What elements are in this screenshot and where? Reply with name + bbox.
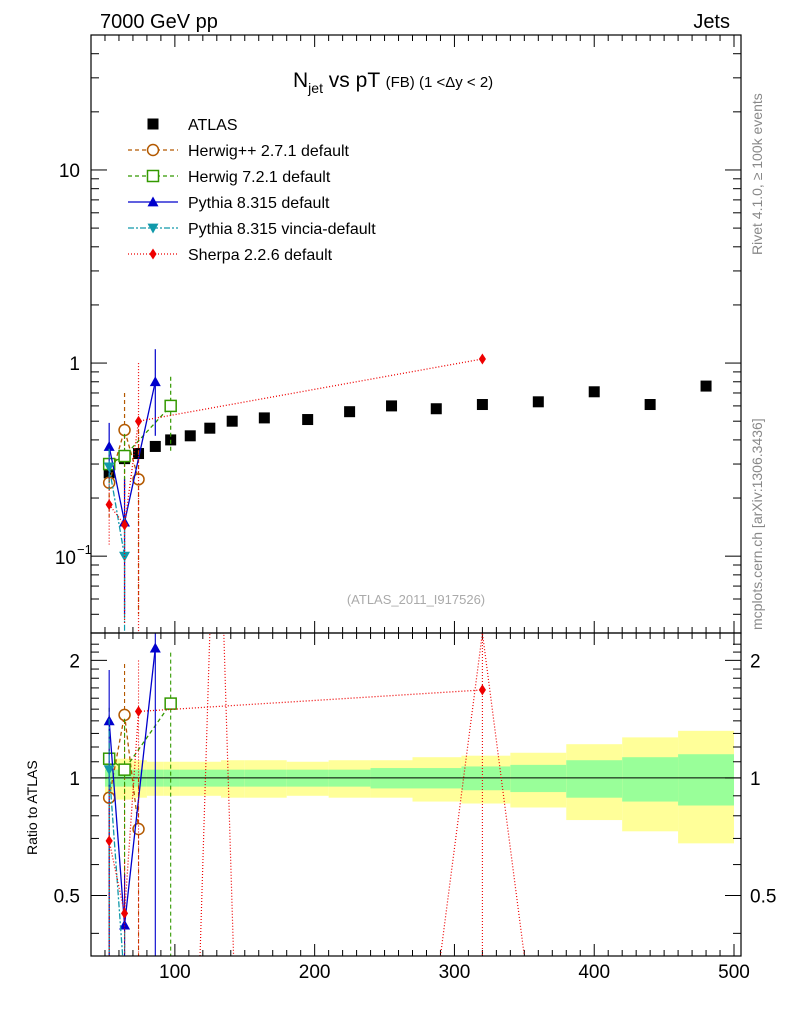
ratio-ylabel: Ratio to ATLAS — [24, 760, 40, 855]
main-y-tick-exponent: −1 — [77, 542, 92, 557]
data-point-marker — [105, 835, 113, 847]
legend-label: Pythia 8.315 vincia-default — [188, 221, 376, 238]
x-tick-label: 200 — [299, 962, 331, 983]
data-point-marker — [103, 440, 115, 451]
ratio-series-layer — [102, 633, 525, 988]
data-point-marker — [164, 697, 177, 710]
data-point-marker — [149, 248, 157, 260]
ratio-series-line — [108, 769, 124, 956]
data-point-marker — [103, 765, 115, 776]
x-tick-label: 500 — [718, 962, 750, 983]
data-point-marker — [532, 396, 544, 408]
data-point-marker — [147, 223, 159, 234]
data-point-marker — [146, 143, 160, 157]
data-point-marker — [700, 380, 712, 392]
band-inner-segment — [622, 757, 679, 802]
data-point-marker — [386, 400, 398, 412]
x-tick-label: 300 — [439, 962, 471, 983]
data-point-marker — [478, 684, 486, 696]
ratio-y-tick-label-right: 2 — [750, 651, 761, 672]
series-line — [108, 381, 156, 523]
rivet-label: Rivet 4.1.0, ≥ 100k events — [749, 93, 765, 255]
title-tag: (FB) — [386, 74, 415, 91]
data-point-marker — [120, 519, 129, 531]
data-point-marker — [184, 430, 196, 442]
legend-item: Sherpa 2.2.6 default — [128, 247, 333, 264]
data-point-marker — [118, 449, 131, 463]
series-line — [108, 466, 126, 557]
plot-title: Njet vs pT (FB) (1 <Δy < 2) — [293, 69, 493, 96]
data-point-marker — [149, 440, 161, 452]
data-point-marker — [147, 118, 159, 130]
data-point-marker — [258, 412, 270, 424]
ratio-y-tick-label-right: 1 — [750, 769, 761, 790]
legend-item: Pythia 8.315 default — [128, 195, 330, 212]
data-point-marker — [476, 399, 488, 411]
header-right: Jets — [693, 11, 730, 33]
data-point-marker — [119, 919, 131, 930]
data-point-marker — [478, 353, 486, 365]
ratio-series-line — [108, 689, 483, 914]
data-point-marker — [344, 406, 356, 418]
data-point-marker — [146, 169, 160, 183]
ratio-y-tick-label-right: 0.5 — [750, 887, 776, 908]
main-y-tick-label: 10 — [55, 548, 76, 569]
legend-item: Pythia 8.315 vincia-default — [128, 221, 376, 238]
data-point-marker — [147, 196, 159, 207]
legend-item: Herwig 7.2.1 default — [128, 169, 331, 186]
data-point-marker — [119, 978, 130, 988]
ratio-y-tick-label: 2 — [69, 651, 80, 672]
legend-label: Sherpa 2.2.6 default — [188, 247, 333, 264]
title-mid: vs pT — [323, 69, 386, 92]
band-inner-segment — [510, 764, 567, 793]
data-point-marker — [134, 705, 143, 717]
analysis-watermark: (ATLAS_2011_I917526) — [347, 592, 485, 607]
data-point-marker — [134, 415, 143, 427]
x-tick-label: 400 — [578, 962, 610, 983]
main-y-tick-label: 10 — [59, 161, 80, 182]
title-range: (1 <Δy < 2) — [415, 74, 493, 91]
main-y-tick-label: 1 — [69, 354, 80, 375]
title-n: N — [293, 69, 308, 92]
data-point-marker — [103, 462, 115, 473]
data-point-marker — [132, 473, 145, 486]
band-inner-segment — [678, 754, 735, 806]
legend-label: Pythia 8.315 default — [188, 195, 330, 212]
series-line — [108, 358, 483, 527]
legend-item: ATLAS — [147, 117, 238, 134]
data-point-marker — [105, 499, 113, 511]
mcplots-label: mcplots.cern.ch [arXiv:1306.3436] — [749, 418, 765, 630]
ratio-spike — [439, 633, 525, 956]
legend: ATLAS Herwig++ 2.7.1 default Herwig 7.2.1 … — [128, 117, 376, 264]
ratio-band — [104, 730, 735, 844]
data-point-marker — [149, 642, 161, 653]
ratio-plot-frame — [90, 632, 742, 957]
legend-label: Herwig++ 2.7.1 default — [188, 143, 350, 160]
data-point-marker — [430, 403, 442, 415]
header-left: 7000 GeV pp — [100, 11, 218, 33]
ratio-y-tick-label: 0.5 — [54, 887, 80, 908]
legend-label: ATLAS — [188, 117, 238, 134]
data-point-marker — [302, 414, 314, 426]
data-point-marker — [204, 422, 216, 434]
data-point-marker — [588, 386, 600, 398]
x-tick-label: 100 — [159, 962, 191, 983]
band-inner-segment — [566, 760, 623, 798]
ratio-spike — [199, 633, 235, 956]
ratio-y-tick-label: 1 — [69, 769, 80, 790]
main-series-layer — [102, 349, 712, 633]
data-point-marker — [226, 415, 238, 427]
data-point-marker — [118, 763, 131, 776]
data-point-marker — [149, 376, 161, 387]
legend-label: Herwig 7.2.1 default — [188, 169, 331, 186]
legend-item: Herwig++ 2.7.1 default — [128, 143, 350, 160]
data-point-marker — [644, 399, 656, 411]
data-point-marker — [164, 399, 177, 413]
data-point-marker — [120, 907, 129, 919]
title-sub: jet — [307, 80, 323, 96]
